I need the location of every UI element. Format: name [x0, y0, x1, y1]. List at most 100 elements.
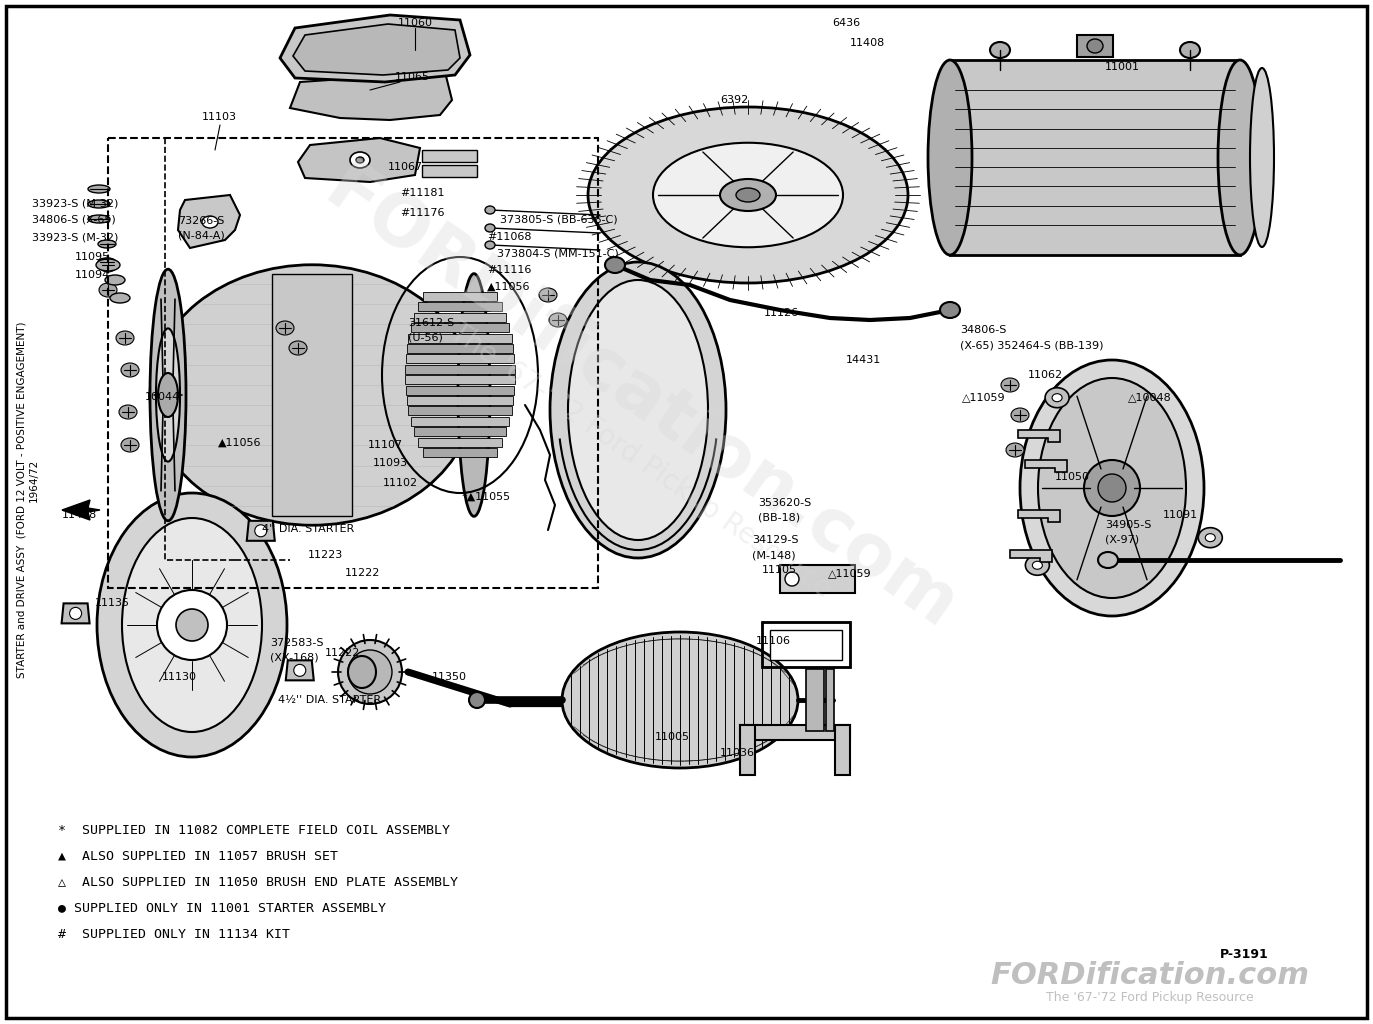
Bar — [408, 407, 512, 416]
Ellipse shape — [1249, 68, 1274, 247]
Text: 11001: 11001 — [1105, 62, 1140, 72]
Text: 11095: 11095 — [76, 252, 110, 262]
Ellipse shape — [588, 106, 908, 283]
Ellipse shape — [347, 656, 376, 688]
Bar — [827, 670, 833, 730]
Text: △  ALSO SUPPLIED IN 11050 BRUSH END PLATE ASSEMBLY: △ ALSO SUPPLIED IN 11050 BRUSH END PLATE… — [58, 876, 459, 889]
Bar — [405, 365, 515, 374]
Ellipse shape — [88, 185, 110, 193]
Ellipse shape — [122, 518, 262, 732]
Ellipse shape — [785, 572, 799, 586]
Text: 11094: 11094 — [76, 270, 110, 280]
Polygon shape — [62, 603, 89, 624]
Text: ▲11056: ▲11056 — [487, 282, 530, 292]
Text: 11062: 11062 — [1028, 370, 1063, 380]
Bar — [740, 725, 755, 775]
Ellipse shape — [176, 609, 207, 641]
Ellipse shape — [1026, 555, 1049, 575]
Ellipse shape — [1032, 561, 1042, 569]
Polygon shape — [1011, 550, 1052, 562]
Text: 11050: 11050 — [1054, 472, 1090, 482]
Text: 4½'' DIA. STARTER: 4½'' DIA. STARTER — [277, 695, 382, 705]
Ellipse shape — [1098, 552, 1118, 568]
Ellipse shape — [485, 241, 496, 249]
Text: 34806-S (X-65): 34806-S (X-65) — [32, 215, 115, 225]
Text: 11222: 11222 — [345, 568, 380, 578]
Bar — [1076, 35, 1114, 57]
Text: ▲11056: ▲11056 — [218, 438, 261, 449]
Bar — [272, 273, 351, 516]
Ellipse shape — [288, 341, 308, 355]
Text: 353620-S: 353620-S — [758, 498, 811, 508]
Ellipse shape — [540, 288, 557, 302]
Bar — [413, 427, 507, 436]
Text: 11102: 11102 — [383, 478, 419, 488]
Text: 14431: 14431 — [846, 355, 881, 365]
Text: 11106: 11106 — [757, 636, 791, 646]
Ellipse shape — [119, 406, 137, 419]
Ellipse shape — [1001, 378, 1019, 392]
Text: △11059: △11059 — [962, 392, 1005, 402]
Bar — [417, 437, 503, 446]
Text: STARTER and DRIVE ASSY  (FORD 12 VOLT - POSITIVE ENGAGEMENT): STARTER and DRIVE ASSY (FORD 12 VOLT - P… — [16, 322, 27, 678]
Polygon shape — [1026, 460, 1067, 472]
Text: 73266-S: 73266-S — [178, 216, 224, 226]
Text: 11036: 11036 — [719, 748, 755, 758]
Text: ▲  ALSO SUPPLIED IN 11057 BRUSH SET: ▲ ALSO SUPPLIED IN 11057 BRUSH SET — [58, 850, 338, 862]
Ellipse shape — [719, 179, 776, 211]
Bar — [408, 334, 512, 343]
Text: #11116: #11116 — [487, 265, 531, 275]
Text: 373804-S (MM-151-C): 373804-S (MM-151-C) — [497, 249, 619, 259]
Ellipse shape — [88, 215, 110, 223]
Ellipse shape — [1038, 378, 1186, 598]
Ellipse shape — [347, 650, 393, 694]
Ellipse shape — [1011, 408, 1028, 422]
Text: *  SUPPLIED IN 11082 COMPLETE FIELD COIL ASSEMBLY: * SUPPLIED IN 11082 COMPLETE FIELD COIL … — [58, 823, 450, 837]
Text: 11130: 11130 — [162, 672, 196, 682]
Text: (X-97): (X-97) — [1105, 535, 1140, 545]
Bar — [762, 622, 850, 667]
Polygon shape — [1017, 430, 1060, 442]
Text: △10048: △10048 — [1129, 392, 1171, 402]
Ellipse shape — [294, 665, 306, 676]
Ellipse shape — [485, 206, 496, 214]
Ellipse shape — [356, 157, 364, 163]
Text: 11223: 11223 — [308, 550, 343, 560]
Ellipse shape — [1199, 527, 1222, 548]
Ellipse shape — [110, 293, 130, 303]
Text: 34905-S: 34905-S — [1105, 520, 1152, 530]
Text: (XX-168): (XX-168) — [270, 653, 319, 663]
Bar — [835, 725, 850, 775]
Text: 6436: 6436 — [832, 18, 859, 28]
Polygon shape — [290, 72, 452, 120]
Ellipse shape — [1087, 39, 1103, 53]
Text: (X-65) 352464-S (BB-139): (X-65) 352464-S (BB-139) — [960, 340, 1104, 350]
Bar — [740, 725, 850, 740]
Text: #  SUPPLIED ONLY IN 11134 KIT: # SUPPLIED ONLY IN 11134 KIT — [58, 928, 290, 940]
Polygon shape — [286, 660, 314, 680]
Polygon shape — [280, 15, 470, 82]
Ellipse shape — [551, 262, 726, 558]
Ellipse shape — [70, 607, 81, 620]
Bar — [950, 60, 1240, 255]
Ellipse shape — [605, 257, 625, 273]
Text: 31612-S: 31612-S — [408, 318, 454, 328]
Text: 11350: 11350 — [432, 672, 467, 682]
Ellipse shape — [99, 283, 117, 297]
Ellipse shape — [255, 524, 266, 537]
Text: 10044: 10044 — [146, 392, 180, 402]
Text: (M-148): (M-148) — [752, 550, 795, 560]
Ellipse shape — [654, 142, 843, 247]
Text: 11105: 11105 — [762, 565, 796, 575]
Bar — [422, 150, 476, 162]
Text: 34806-S: 34806-S — [960, 325, 1006, 335]
Text: 11107: 11107 — [368, 440, 404, 450]
Ellipse shape — [115, 331, 135, 345]
Ellipse shape — [97, 258, 115, 266]
Text: 11103: 11103 — [202, 112, 238, 122]
Text: 1964/72: 1964/72 — [29, 459, 38, 502]
Polygon shape — [178, 195, 240, 248]
Ellipse shape — [736, 188, 761, 202]
Text: FORDification.com: FORDification.com — [310, 156, 969, 645]
Text: The '67-'72 Ford Pickup Resource: The '67-'72 Ford Pickup Resource — [1046, 991, 1254, 1005]
